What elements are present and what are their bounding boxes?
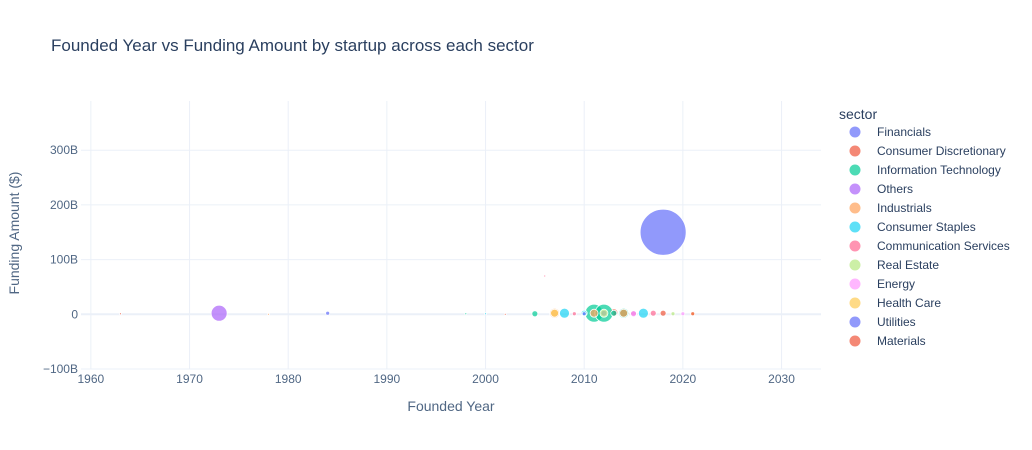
legend-label: Materials: [877, 334, 926, 348]
legend-title: sector: [839, 106, 877, 122]
scatter-point[interactable]: [630, 310, 637, 318]
legend-item[interactable]: Information Technology: [849, 163, 1001, 177]
legend-item[interactable]: Financials: [849, 125, 932, 139]
legend-label: Financials: [877, 125, 931, 139]
legend-item[interactable]: Consumer Staples: [849, 220, 976, 234]
legend-label: Energy: [877, 277, 915, 291]
scatter-point[interactable]: [649, 309, 657, 317]
x-tick-label: 1990: [374, 372, 401, 386]
x-axis-title: Founded Year: [407, 398, 495, 414]
legend[interactable]: Financials Consumer Discretionary Informat…: [849, 125, 1010, 348]
legend-marker: [849, 126, 861, 138]
scatter-markers: [119, 208, 696, 323]
y-tick-label: 100B: [50, 253, 78, 267]
scatter-point[interactable]: [638, 307, 649, 319]
legend-label: Industrials: [877, 201, 932, 215]
scatter-point[interactable]: [571, 311, 577, 317]
scatter-point[interactable]: [484, 312, 487, 316]
legend-item[interactable]: Industrials: [849, 201, 932, 215]
legend-label: Consumer Discretionary: [877, 144, 1006, 158]
legend-item[interactable]: Materials: [849, 334, 926, 348]
legend-item[interactable]: Energy: [849, 277, 916, 291]
y-tick-label: 300B: [50, 143, 78, 157]
scatter-point[interactable]: [690, 311, 696, 317]
y-tick-label: 0: [71, 307, 78, 321]
x-tick-label: 2010: [571, 372, 598, 386]
scatter-point[interactable]: [599, 308, 609, 318]
legend-marker: [849, 164, 861, 176]
x-tick-label: 1970: [176, 372, 203, 386]
legend-label: Real Estate: [877, 258, 939, 272]
legend-marker: [849, 240, 861, 252]
x-axis-ticks: 1960 1970 1980 1990 2000 2010 2020 2030: [78, 372, 796, 386]
legend-marker: [849, 183, 861, 195]
y-axis-ticks: −100B 0 100B 200B 300B: [43, 143, 78, 376]
x-tick-label: 1980: [275, 372, 302, 386]
y-tick-label: −100B: [43, 362, 78, 376]
legend-marker: [849, 297, 861, 309]
legend-label: Communication Services: [877, 239, 1010, 253]
y-axis-title: Funding Amount ($): [6, 172, 22, 295]
scatter-point[interactable]: [550, 308, 559, 318]
scatter-point[interactable]: [503, 312, 507, 316]
legend-marker: [849, 335, 861, 347]
chart-title: Founded Year vs Funding Amount by startu…: [51, 36, 534, 55]
scatter-point[interactable]: [559, 307, 570, 319]
scatter-point[interactable]: [267, 312, 270, 316]
scatter-point[interactable]: [325, 310, 331, 316]
legend-item[interactable]: Consumer Discretionary: [849, 144, 1006, 158]
legend-marker: [849, 145, 861, 157]
y-tick-label: 200B: [50, 198, 78, 212]
grid-lines: [81, 101, 821, 370]
legend-label: Utilities: [877, 315, 916, 329]
scatter-point[interactable]: [659, 309, 667, 317]
scatter-point[interactable]: [619, 308, 629, 318]
scatter-point[interactable]: [119, 312, 122, 316]
legend-label: Health Care: [877, 296, 941, 310]
scatter-point[interactable]: [581, 311, 587, 317]
legend-item[interactable]: Utilities: [849, 315, 916, 329]
legend-item[interactable]: Real Estate: [849, 258, 940, 272]
x-tick-label: 2000: [472, 372, 499, 386]
legend-marker: [849, 259, 861, 271]
scatter-point[interactable]: [610, 309, 618, 317]
scatter-point[interactable]: [670, 311, 676, 317]
legend-marker: [849, 316, 861, 328]
legend-marker: [849, 221, 861, 233]
scatter-point[interactable]: [680, 311, 686, 317]
legend-label: Information Technology: [877, 163, 1001, 177]
legend-item[interactable]: Health Care: [849, 296, 942, 310]
scatter-point[interactable]: [639, 208, 687, 256]
legend-marker: [849, 278, 861, 290]
scatter-point[interactable]: [464, 312, 468, 316]
legend-item[interactable]: Others: [849, 182, 914, 196]
x-tick-label: 2020: [670, 372, 697, 386]
scatter-point[interactable]: [543, 274, 547, 278]
legend-label: Consumer Staples: [877, 220, 976, 234]
legend-item[interactable]: Communication Services: [849, 239, 1010, 253]
scatter-point[interactable]: [589, 308, 599, 318]
scatter-point[interactable]: [531, 310, 539, 318]
scatter-point[interactable]: [210, 304, 228, 322]
legend-marker: [849, 202, 861, 214]
legend-label: Others: [877, 182, 913, 196]
x-tick-label: 2030: [768, 372, 795, 386]
x-tick-label: 1960: [78, 372, 105, 386]
